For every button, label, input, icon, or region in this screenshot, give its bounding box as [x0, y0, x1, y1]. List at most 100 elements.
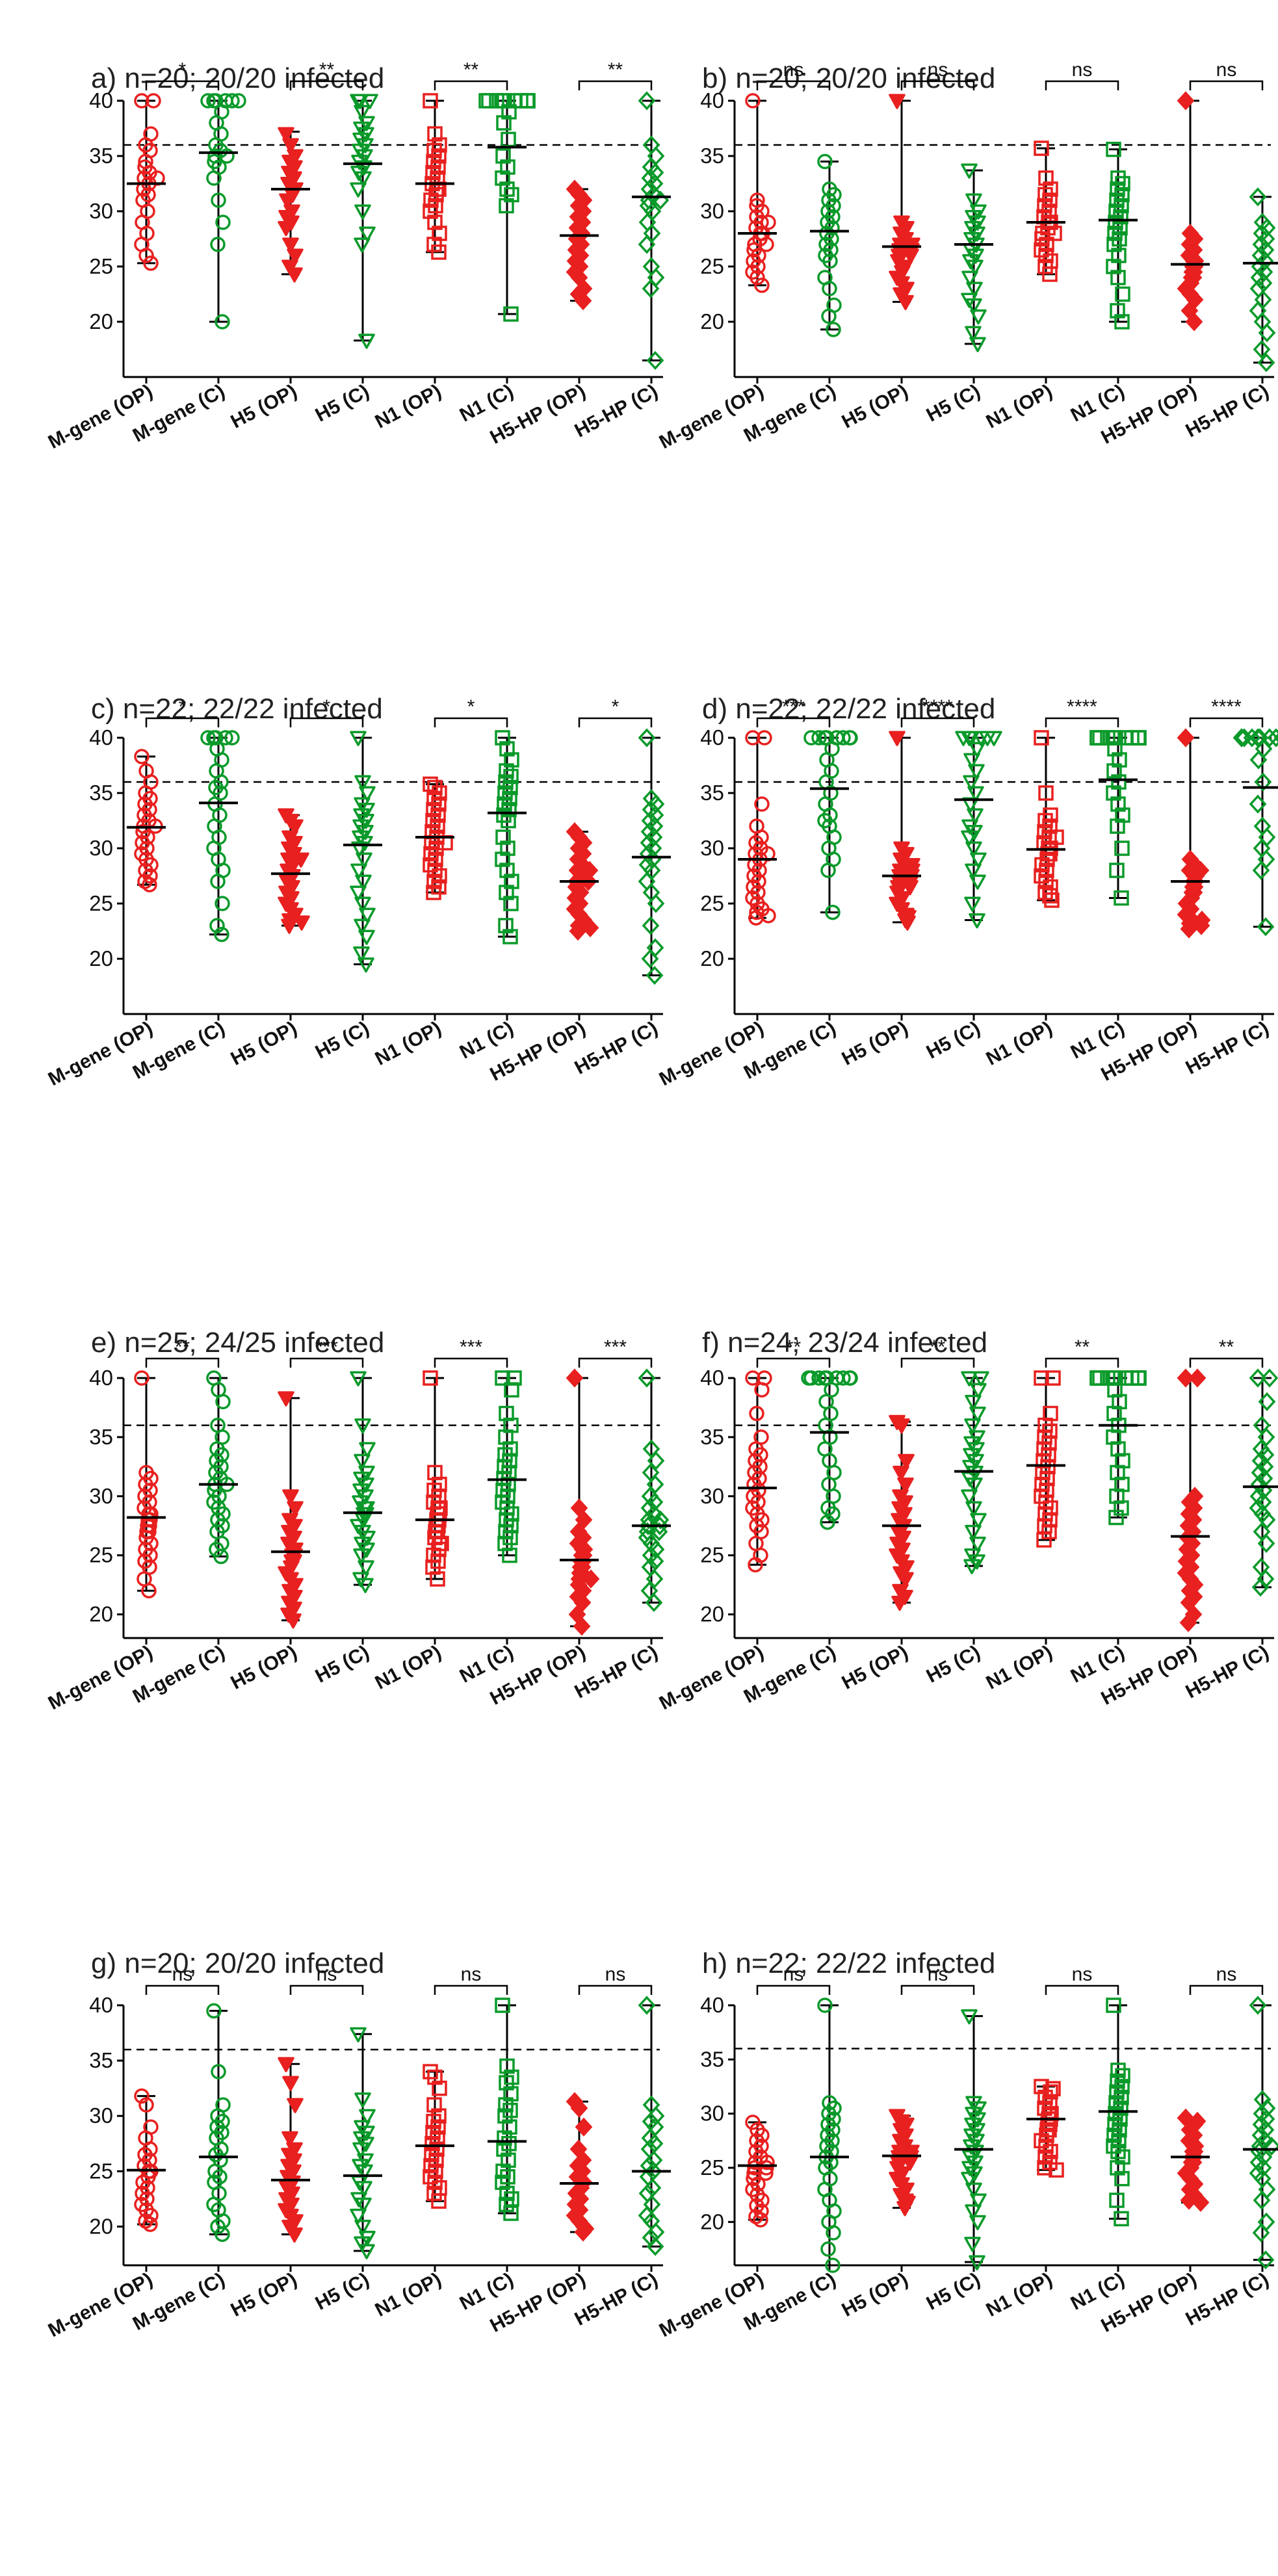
data-point-1	[282, 2075, 299, 2091]
data-point-19	[358, 2244, 375, 2259]
series-5	[478, 93, 536, 322]
data-point-21	[969, 1554, 985, 1570]
data-point-22	[748, 1557, 763, 1573]
data-point-12	[651, 1516, 669, 1535]
x-tick-label: H5 (OP)	[228, 1017, 301, 1070]
data-point-9	[963, 775, 980, 790]
data-point-21	[646, 965, 664, 985]
data-point-10	[759, 2160, 774, 2176]
data-point-19	[574, 2222, 592, 2242]
data-point-18	[749, 198, 764, 214]
data-point-1	[506, 1370, 522, 1386]
data-point-3	[893, 1465, 909, 1481]
y-tick-label: 30	[89, 199, 113, 223]
data-point-4	[1257, 1427, 1275, 1447]
panel-title: g) n=20; 20/20 infected	[91, 1947, 384, 1979]
data-point-18	[138, 153, 153, 170]
data-point-17	[1115, 286, 1130, 302]
series-3	[954, 2009, 993, 2270]
series-4	[415, 2064, 454, 2209]
data-point-18	[1037, 259, 1053, 274]
x-tick-label: H5 (C)	[923, 1641, 984, 1687]
data-point-1	[146, 93, 161, 109]
data-point-2	[647, 1451, 665, 1470]
data-point-16	[965, 2182, 982, 2198]
data-point-20	[1252, 861, 1270, 880]
significance-label: ***	[604, 1336, 627, 1358]
bracket-line	[434, 80, 508, 90]
data-point-4	[969, 1406, 986, 1422]
data-point-13	[1106, 237, 1122, 252]
data-point-0	[638, 1996, 656, 2015]
data-point-17	[215, 215, 231, 230]
data-point-20	[281, 918, 298, 934]
series-6	[560, 179, 599, 311]
data-point-0	[1249, 187, 1267, 207]
data-point-11	[1107, 1382, 1123, 1398]
data-point-6	[1235, 728, 1253, 748]
data-point-15	[1106, 1429, 1121, 1445]
data-point-3	[965, 1394, 982, 1411]
data-point-12	[219, 148, 235, 164]
x-tick-label: H5 (C)	[923, 1017, 984, 1063]
data-point-19	[574, 291, 592, 311]
data-point-2	[970, 1383, 987, 1398]
data-point-20	[498, 918, 514, 933]
series-0	[127, 93, 166, 271]
y-tick-label: 35	[89, 144, 113, 168]
data-point-2	[1108, 1370, 1123, 1386]
series-2	[882, 2109, 921, 2217]
data-point-0	[423, 93, 438, 109]
data-point-17	[504, 874, 519, 889]
data-point-13	[638, 213, 657, 232]
data-point-7	[963, 753, 980, 768]
data-point-20	[899, 915, 916, 931]
data-point-19	[1257, 850, 1275, 869]
data-point-18	[1253, 2191, 1271, 2210]
data-point-20	[1180, 2191, 1198, 2210]
significance-bracket: ns	[900, 59, 975, 90]
data-point-0	[889, 731, 906, 746]
series-2	[882, 94, 921, 311]
data-point-0	[817, 153, 833, 170]
x-tick-label: N1 (OP)	[983, 1017, 1056, 1070]
data-point-15	[961, 830, 978, 846]
data-point-22	[497, 1535, 513, 1552]
series-5	[488, 1370, 527, 1563]
data-point-17	[582, 1569, 600, 1589]
bracket-line	[578, 1984, 653, 1995]
data-point-1	[427, 2069, 443, 2085]
data-point-18	[499, 885, 514, 900]
chart-panel-g: g) n=20; 20/20 infected2025303540M-gene …	[45, 1947, 671, 2341]
x-tick-label: H5 (C)	[312, 2269, 372, 2315]
data-point-17	[970, 1513, 987, 1528]
data-point-3	[426, 2097, 442, 2113]
data-point-23	[213, 1548, 229, 1565]
data-point-0	[638, 91, 656, 111]
data-point-5	[985, 731, 1002, 746]
data-point-14	[500, 159, 515, 175]
data-point-0	[350, 1371, 367, 1386]
series-7	[632, 728, 671, 985]
significance-bracket: ****	[1189, 696, 1264, 727]
data-point-17	[504, 187, 519, 203]
data-point-0	[134, 2088, 150, 2104]
data-point-0	[495, 1370, 510, 1386]
data-point-4	[897, 1477, 914, 1493]
data-point-18	[965, 326, 982, 341]
data-point-3	[281, 2131, 298, 2147]
data-point-3	[835, 730, 851, 746]
data-point-0	[1034, 140, 1049, 156]
significance-label: ns	[783, 1964, 804, 1985]
data-point-21	[1049, 2162, 1064, 2178]
data-point-18	[210, 2218, 226, 2235]
data-point-0	[495, 730, 510, 746]
data-point-14	[1254, 772, 1272, 792]
data-point-9	[640, 1510, 658, 1529]
data-point-0	[1249, 728, 1267, 748]
series-7	[1232, 728, 1278, 937]
significance-label: *	[179, 696, 187, 718]
data-point-18	[821, 308, 837, 324]
data-point-19	[969, 1536, 986, 1552]
chart-panel-d: d) n=22; 22/22 infected2025303540M-gene …	[656, 693, 1278, 1090]
